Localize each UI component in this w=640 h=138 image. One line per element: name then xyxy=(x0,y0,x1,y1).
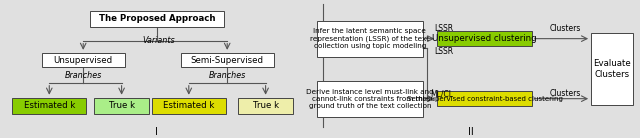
Text: ML/CL: ML/CL xyxy=(431,89,454,98)
Text: I: I xyxy=(156,128,158,137)
Text: Semi-supervised constraint-based clustering: Semi-supervised constraint-based cluster… xyxy=(406,96,563,102)
FancyBboxPatch shape xyxy=(12,98,86,113)
Text: Evaluate
Clusters: Evaluate Clusters xyxy=(593,59,630,79)
FancyBboxPatch shape xyxy=(42,53,125,67)
Text: True k: True k xyxy=(253,101,278,110)
Text: Clusters: Clusters xyxy=(549,89,581,98)
Text: Infer the latent semantic space
representation (LSSR) of the text
collection usi: Infer the latent semantic space represen… xyxy=(310,28,429,49)
Text: Variants: Variants xyxy=(143,35,175,45)
FancyBboxPatch shape xyxy=(437,31,532,46)
Text: The Proposed Approach: The Proposed Approach xyxy=(99,14,215,23)
FancyBboxPatch shape xyxy=(317,21,422,57)
Text: Branches: Branches xyxy=(65,71,102,80)
Text: Unsupervised clustering: Unsupervised clustering xyxy=(432,34,537,43)
Text: Unsupervised: Unsupervised xyxy=(54,55,113,65)
Text: LSSR: LSSR xyxy=(435,47,454,56)
Text: Clusters: Clusters xyxy=(549,24,581,34)
FancyBboxPatch shape xyxy=(95,98,148,113)
FancyBboxPatch shape xyxy=(90,11,224,26)
Text: Estimated k: Estimated k xyxy=(163,101,214,110)
FancyBboxPatch shape xyxy=(180,53,274,67)
Text: LSSR: LSSR xyxy=(435,24,454,34)
FancyBboxPatch shape xyxy=(437,91,532,106)
FancyBboxPatch shape xyxy=(591,33,632,105)
Text: Branches: Branches xyxy=(209,71,246,80)
FancyBboxPatch shape xyxy=(152,98,226,113)
Text: Semi-Supervised: Semi-Supervised xyxy=(191,55,264,65)
Text: True k: True k xyxy=(109,101,134,110)
Text: Estimated k: Estimated k xyxy=(24,101,75,110)
FancyBboxPatch shape xyxy=(317,81,422,117)
FancyBboxPatch shape xyxy=(239,98,293,113)
Text: II: II xyxy=(468,128,473,137)
Text: Derive instance level must-link and
cannot-link constraints from the
ground trut: Derive instance level must-link and cann… xyxy=(306,89,434,109)
